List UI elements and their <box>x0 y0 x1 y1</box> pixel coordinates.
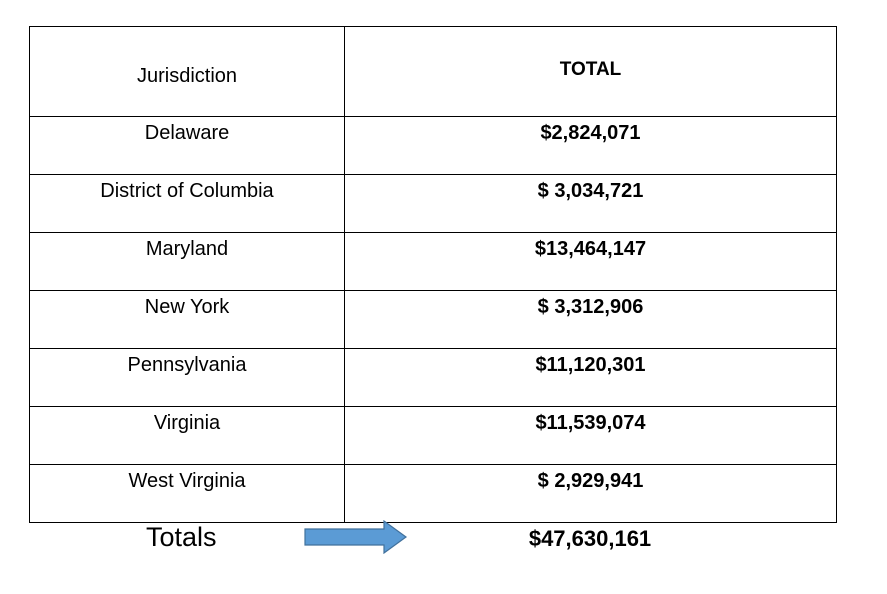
table-row: Pennsylvania $11,120,301 <box>29 348 837 407</box>
header-jurisdiction: Jurisdiction <box>29 26 345 117</box>
total-cell: $11,539,074 <box>344 406 837 465</box>
total-cell: $2,824,071 <box>344 116 837 175</box>
table-row: Virginia $11,539,074 <box>29 406 837 465</box>
table-row: West Virginia $ 2,929,941 <box>29 464 837 523</box>
jurisdiction-cell: Virginia <box>29 406 345 465</box>
header-total: TOTAL <box>344 26 837 117</box>
table-row: Maryland $13,464,147 <box>29 232 837 291</box>
jurisdiction-cell: Maryland <box>29 232 345 291</box>
total-cell: $13,464,147 <box>344 232 837 291</box>
jurisdiction-cell: Pennsylvania <box>29 348 345 407</box>
total-cell: $ 3,312,906 <box>344 290 837 349</box>
right-arrow-icon <box>304 520 408 554</box>
jurisdiction-cell: New York <box>29 290 345 349</box>
jurisdiction-cell: Delaware <box>29 116 345 175</box>
total-cell: $ 3,034,721 <box>344 174 837 233</box>
total-cell: $ 2,929,941 <box>344 464 837 523</box>
table-row: New York $ 3,312,906 <box>29 290 837 349</box>
table-row: District of Columbia $ 3,034,721 <box>29 174 837 233</box>
total-cell: $11,120,301 <box>344 348 837 407</box>
jurisdiction-table: Jurisdiction TOTAL Delaware $2,824,071 D… <box>29 26 837 523</box>
table-row: Delaware $2,824,071 <box>29 116 837 175</box>
totals-label: Totals <box>146 522 217 552</box>
jurisdiction-cell: West Virginia <box>29 464 345 523</box>
header-row: Jurisdiction TOTAL <box>29 26 837 117</box>
right-arrow-shape <box>304 520 408 554</box>
totals-value: $47,630,161 <box>528 526 652 551</box>
jurisdiction-cell: District of Columbia <box>29 174 345 233</box>
